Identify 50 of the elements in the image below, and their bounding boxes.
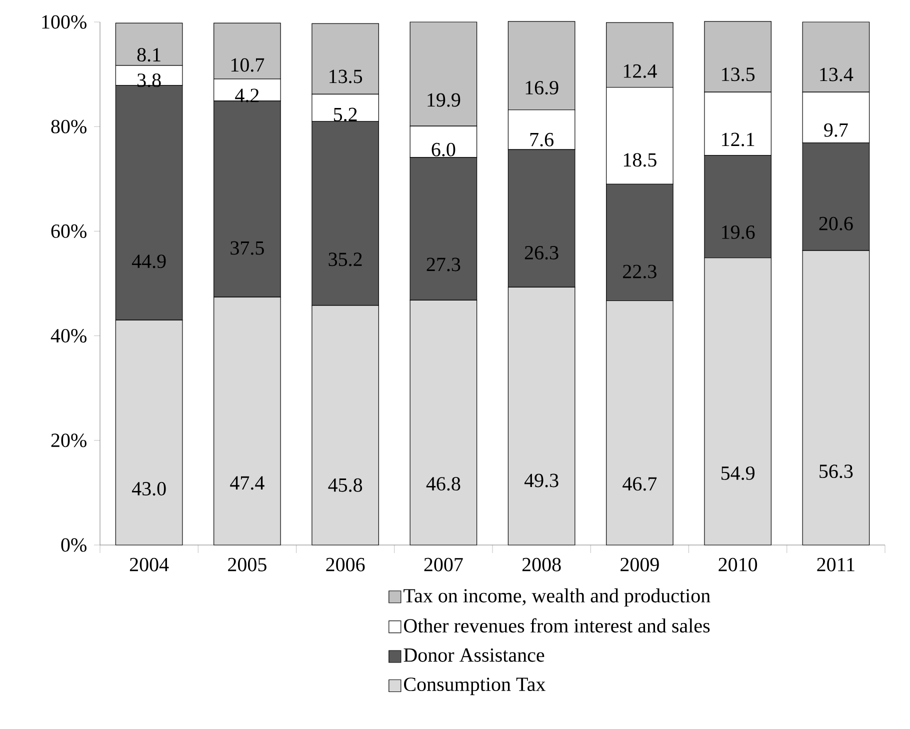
x-tick-label: 2005 [228, 558, 266, 572]
data-label: 6.0 [432, 142, 456, 156]
data-label: 19.9 [428, 93, 460, 107]
data-label: 13.5 [330, 70, 362, 84]
data-label: 4.2 [235, 88, 259, 102]
y-tick-label: 20% [51, 434, 86, 448]
data-label: 18.5 [624, 153, 656, 167]
data-label: 46.7 [622, 477, 657, 491]
data-label: 46.8 [426, 477, 460, 491]
data-label: 54.9 [721, 466, 754, 480]
data-label: 49.3 [524, 474, 558, 488]
x-tick-label: 2004 [130, 558, 169, 572]
data-label: 44.9 [132, 254, 166, 268]
data-label: 22.3 [623, 264, 656, 278]
data-label: 16.9 [526, 81, 558, 95]
data-label: 10.7 [231, 58, 264, 72]
y-tick-label: 100% [42, 15, 86, 29]
legend-label: Donor Assistance [404, 648, 544, 662]
data-label: 45.8 [328, 478, 362, 492]
x-tick-label: 2006 [326, 558, 365, 572]
x-tick-label: 2007 [424, 558, 463, 572]
y-tick-label: 60% [51, 224, 86, 238]
legend-label: Other revenues from interest and sales [404, 618, 710, 633]
data-label: 12.1 [722, 132, 754, 146]
data-label: 19.6 [722, 225, 755, 240]
data-label: 12.4 [624, 64, 657, 78]
data-label: 7.6 [530, 132, 554, 146]
x-tick-label: 2011 [817, 558, 854, 572]
legend-label: Tax on income, wealth and production [404, 588, 710, 607]
y-tick-label: 80% [51, 120, 86, 134]
data-label: 35.2 [328, 252, 362, 266]
data-label: 13.4 [820, 68, 854, 82]
y-tick-label: 0% [61, 538, 86, 552]
data-label: 37.5 [230, 241, 264, 255]
data-label: 20.6 [819, 216, 853, 230]
x-tick-label: 2008 [522, 558, 561, 572]
x-tick-label: 2010 [718, 558, 758, 572]
data-label: 27.3 [426, 258, 460, 272]
data-label: 8.1 [137, 48, 160, 62]
x-tick-label: 2009 [620, 558, 659, 572]
data-label: 9.7 [824, 123, 848, 137]
data-label: 43.0 [132, 482, 166, 496]
data-label: 47.4 [230, 476, 264, 490]
data-label: 26.3 [524, 246, 558, 260]
data-label: 13.5 [722, 68, 755, 82]
legend-label: Consumption Tax [404, 678, 546, 696]
y-tick-label: 40% [50, 329, 86, 343]
data-label: 3.8 [138, 74, 161, 88]
data-label: 56.3 [820, 464, 853, 478]
data-label: 5.2 [334, 108, 357, 122]
